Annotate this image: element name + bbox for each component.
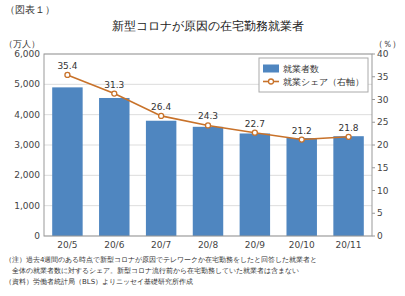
line-marker <box>206 123 211 128</box>
y-tick-label: 0 <box>34 231 40 241</box>
y-tick-label: 4,000 <box>14 110 40 120</box>
x-tick-label: 20/6 <box>104 240 124 250</box>
note: （資料）労働者統計局（BLS）よりニッセイ基礎研究所作成 <box>5 278 193 286</box>
bar <box>193 127 223 236</box>
x-tick-label: 20/5 <box>57 240 77 250</box>
data-label: 26.4 <box>151 102 171 112</box>
y-tick-label: 3,000 <box>14 140 40 150</box>
chart: （図表１） 新型コロナが原因の在宅勤務就業者 （万人） （％） 0 1,000 2,000 3… <box>0 0 405 296</box>
x-tick-label: 20/9 <box>245 240 265 250</box>
data-label: 31.3 <box>104 80 124 90</box>
bar <box>240 133 270 236</box>
x-tick-label: 20/8 <box>198 240 218 250</box>
y-axis-label: （万人） <box>4 39 40 49</box>
y2-tick-label: 25 <box>377 117 388 127</box>
figure-label: （図表１） <box>5 4 55 15</box>
y2-tick-label: 10 <box>377 186 389 196</box>
y-tick-label: 6,000 <box>14 49 40 59</box>
note: （注）過去4週間のある時点で新型コロナが原因でテレワークか在宅勤務をしたと回答し… <box>5 256 317 264</box>
y2-tick-label: 40 <box>377 49 389 59</box>
line-marker <box>65 72 70 77</box>
y2-tick-label: 20 <box>377 140 389 150</box>
y2-axis-label: （％） <box>374 39 401 49</box>
line-marker <box>346 134 351 139</box>
legend-frame <box>259 58 368 92</box>
legend-label: 就業者数 <box>283 64 319 74</box>
y2-tick-label: 35 <box>377 72 388 82</box>
title: 新型コロナが原因の在宅勤務就業者 <box>112 19 304 33</box>
x-tick-label: 20/10 <box>289 240 315 250</box>
bar <box>146 121 176 236</box>
data-label: 35.4 <box>57 61 77 71</box>
bar <box>333 136 363 236</box>
data-labels: 35.4 31.3 26.4 24.3 22.7 21.2 21.8 <box>57 61 358 136</box>
line-marker <box>112 91 117 96</box>
legend: 就業者数就業シェア（右軸） <box>259 58 368 92</box>
bar <box>99 98 129 236</box>
legend-marker <box>269 79 274 84</box>
marks <box>52 72 364 236</box>
y2-tick-label: 0 <box>377 231 383 241</box>
legend-label: 就業シェア（右軸） <box>283 77 364 87</box>
x-tick-label: 20/7 <box>151 240 171 250</box>
bar <box>286 138 316 236</box>
data-label: 24.3 <box>198 111 218 121</box>
bar <box>52 87 82 236</box>
data-label: 22.7 <box>245 119 265 129</box>
y2-tick-label: 5 <box>377 208 383 218</box>
line-marker <box>252 130 257 135</box>
legend-item: 就業シェア（右軸） <box>263 77 364 87</box>
data-label: 21.8 <box>339 123 359 133</box>
line-marker <box>159 113 164 118</box>
legend-item: 就業者数 <box>263 64 319 74</box>
x-tick-label: 20/11 <box>336 240 362 250</box>
data-label: 21.2 <box>292 126 312 136</box>
grid <box>44 54 372 236</box>
note: 全体の就業者数に対するシェア。新型コロナ流行前から在宅勤務していた就業者は含まな… <box>5 267 299 275</box>
y2-tick-label: 15 <box>377 163 388 173</box>
y-tick-label: 1,000 <box>14 201 40 211</box>
y-tick-label: 5,000 <box>14 79 40 89</box>
legend-swatch <box>263 65 279 73</box>
plot-frame <box>44 54 372 236</box>
line-marker <box>299 137 304 142</box>
y-tick-label: 2,000 <box>14 170 40 180</box>
y2-tick-label: 30 <box>377 95 389 105</box>
